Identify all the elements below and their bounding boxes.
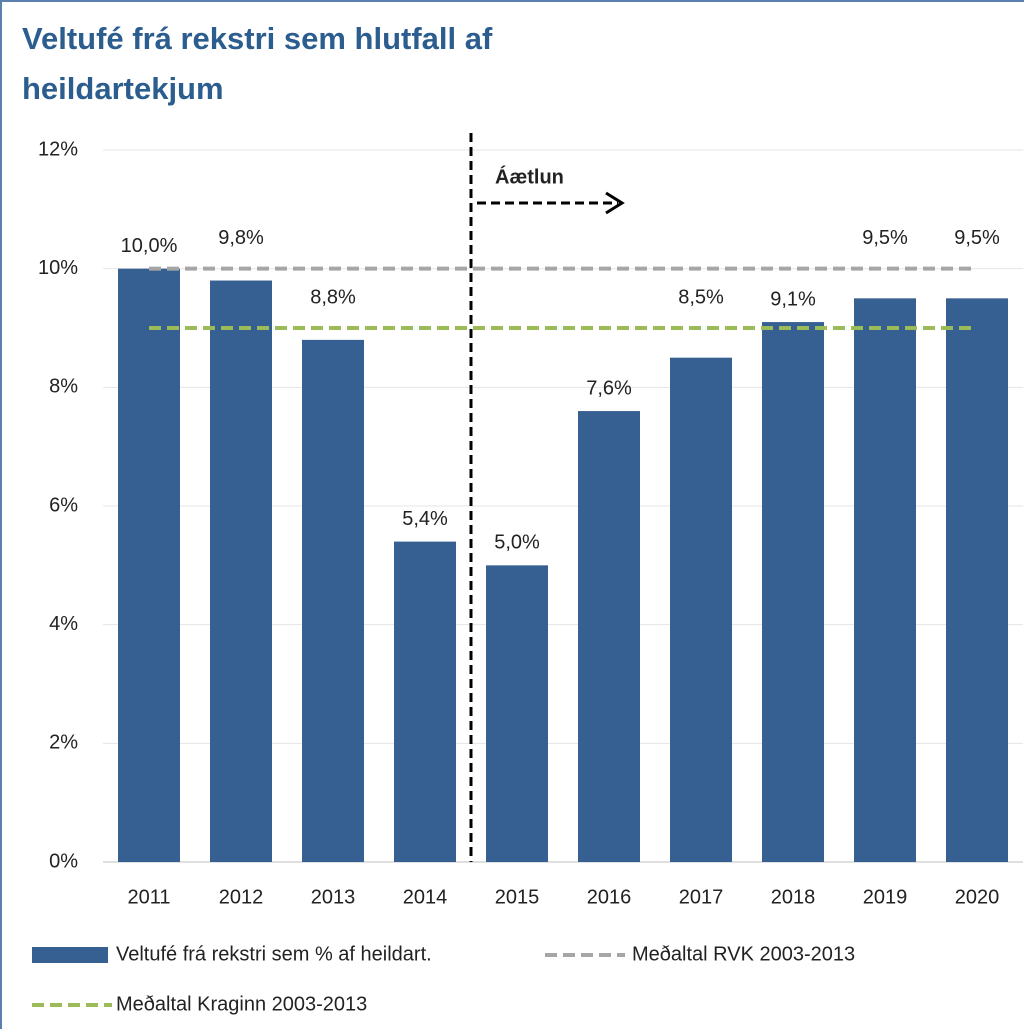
legend-label: Meðaltal RVK 2003-2013 (632, 943, 855, 965)
x-tick-label: 2017 (679, 886, 724, 908)
x-tick-label: 2011 (127, 886, 170, 908)
data-label: 7,6% (586, 377, 632, 399)
bar (302, 339, 364, 862)
bar (394, 541, 456, 862)
y-tick-label: 10% (38, 257, 78, 279)
data-label: 8,8% (310, 286, 356, 308)
data-label: 9,1% (770, 288, 816, 310)
bar (670, 357, 732, 862)
x-tick-label: 2018 (771, 886, 816, 908)
data-label: 10,0% (121, 235, 178, 257)
x-tick-label: 2019 (863, 886, 908, 908)
bar (578, 411, 640, 862)
bar (210, 280, 272, 862)
arrow-head (605, 191, 625, 215)
y-tick-label: 4% (49, 613, 78, 635)
data-label: 9,5% (862, 227, 908, 249)
x-tick-label: 2020 (955, 886, 1000, 908)
x-tick-label: 2014 (403, 886, 448, 908)
x-tick-label: 2012 (219, 886, 264, 908)
y-tick-label: 8% (49, 376, 78, 398)
bar (946, 298, 1008, 862)
y-tick-label: 0% (49, 850, 78, 872)
legend-label: Meðaltal Kraginn 2003-2013 (116, 993, 367, 1015)
bar (854, 298, 916, 862)
data-label: 9,5% (954, 227, 1000, 249)
legend-label: Veltufé frá rekstri sem % af heildart. (116, 943, 432, 965)
y-tick-label: 2% (49, 732, 78, 754)
bar (762, 322, 824, 863)
data-label: 9,8% (218, 227, 264, 249)
x-tick-label: 2016 (587, 886, 632, 908)
data-label: 5,0% (494, 532, 540, 554)
bar (486, 565, 548, 862)
legend-swatch (32, 947, 108, 963)
data-label: 5,4% (402, 508, 448, 530)
data-label: 8,5% (678, 286, 724, 308)
x-tick-label: 2013 (311, 886, 356, 908)
bar (118, 268, 180, 863)
annotation: Áætlun (495, 165, 564, 188)
y-tick-label: 6% (49, 494, 78, 516)
chart-title: Veltufé frá rekstri sem hlutfall af heil… (22, 21, 493, 106)
y-tick-label: 12% (38, 138, 78, 160)
x-tick-label: 2015 (495, 886, 540, 908)
